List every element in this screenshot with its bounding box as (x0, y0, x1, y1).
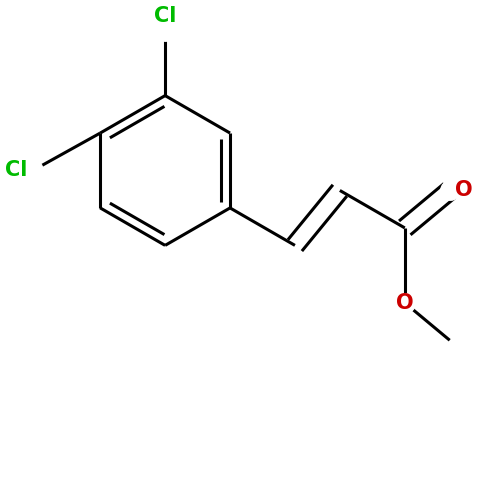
Text: O: O (454, 180, 472, 201)
Text: Cl: Cl (154, 6, 176, 25)
Text: O: O (396, 293, 413, 313)
Text: Cl: Cl (6, 160, 28, 180)
